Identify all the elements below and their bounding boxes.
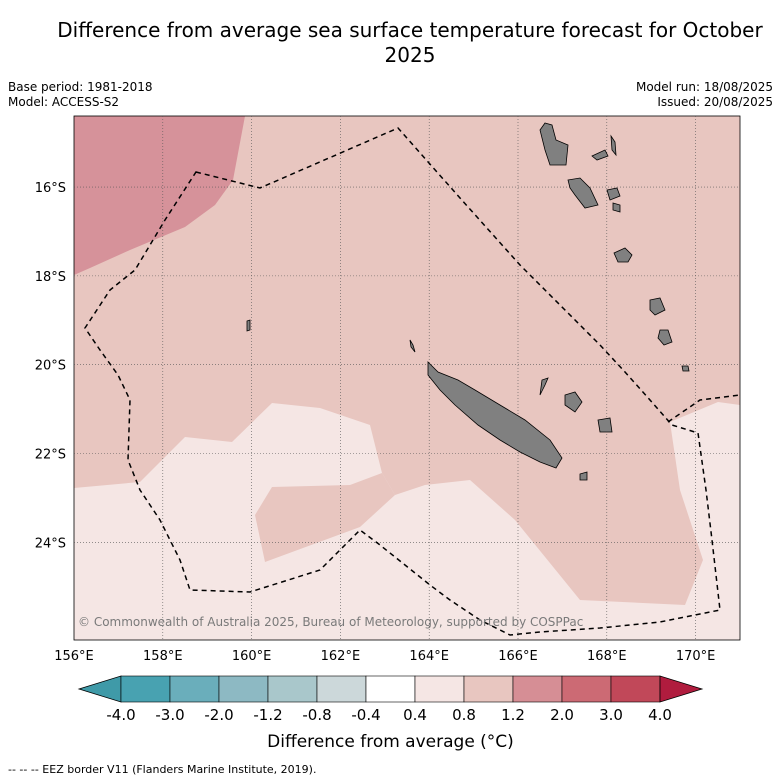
colorbar-tick-label: -0.4	[351, 706, 380, 724]
erromango-island	[649, 297, 666, 316]
colorbar-extend-low	[77, 675, 122, 703]
colorbar-segment	[120, 675, 171, 703]
field-1.2-2.0	[74, 116, 245, 275]
malekula-island	[567, 177, 599, 209]
pentecost-island	[610, 134, 617, 157]
landmasses	[246, 122, 690, 481]
eez-new-caledonia	[84, 127, 721, 636]
colorbar-tick-label: 3.0	[599, 706, 623, 724]
colorbar-tick-label: -0.8	[302, 706, 331, 724]
lifou-island	[564, 391, 583, 413]
colorbar-tick-label: 0.4	[403, 706, 427, 724]
mare-island	[597, 417, 613, 433]
colorbar-segment	[463, 675, 514, 703]
colorbar-tick-label: -3.0	[155, 706, 184, 724]
colorbar: -4.0 -3.0 -2.0 -1.2 -0.8 -0.4 0.4 0.8 1.2 2.0 3.0 4…	[77, 675, 704, 724]
colorbar-tick-label: 4.0	[648, 706, 672, 724]
lat-tick-label: 16°S	[35, 181, 66, 196]
field-0.8-1.2	[74, 116, 740, 605]
field-patch-0.8-1.2	[255, 473, 395, 562]
copyright-notice: © Commonwealth of Australia 2025, Bureau…	[78, 615, 583, 629]
lon-tick-label: 160°E	[232, 649, 272, 664]
colorbar-title: Difference from average (°C)	[267, 732, 514, 752]
map-frame	[73, 115, 741, 641]
belep-island	[409, 339, 416, 353]
epi-island	[606, 187, 621, 201]
tanna-island	[657, 329, 673, 346]
model-run: Model run: 18/08/2025	[635, 80, 773, 94]
meta-right: Model run: 18/08/2025 Issued: 20/08/2025	[636, 80, 773, 110]
colorbar-tick-label: -4.0	[106, 706, 135, 724]
lat-tick-label: 22°S	[35, 447, 66, 462]
eez-borders	[84, 127, 741, 636]
isle-of-pines	[579, 471, 588, 481]
map-title: Difference from average sea surface temp…	[57, 18, 763, 67]
colorbar-segment	[414, 675, 465, 703]
lon-tick-label: 164°E	[409, 649, 449, 664]
efate-island	[613, 247, 633, 263]
colorbar-segment	[365, 675, 416, 703]
colorbar-tick-label: -2.0	[204, 706, 233, 724]
latitude-labels: 16°S 18°S 20°S 22°S 24°S	[35, 181, 66, 551]
colorbar-segment	[610, 675, 661, 703]
colorbar-segment	[316, 675, 367, 703]
eez-vanuatu-border	[667, 394, 741, 423]
meta-left: Base period: 1981-2018 Model: ACCESS-S2	[8, 80, 153, 110]
espiritu-santo-island	[539, 122, 569, 166]
chesterfield-islands	[246, 319, 251, 332]
lon-tick-label: 158°E	[143, 649, 183, 664]
model-name: Model: ACCESS-S2	[8, 95, 120, 109]
lon-tick-label: 170°E	[676, 649, 716, 664]
issued-date: Issued: 20/08/2025	[657, 95, 773, 109]
colorbar-tick-label: 1.2	[501, 706, 525, 724]
lon-tick-label: 156°E	[54, 649, 94, 664]
lon-tick-label: 162°E	[321, 649, 361, 664]
longitude-labels: 156°E 158°E 160°E 162°E 164°E 166°E 168°E 170°E	[54, 649, 715, 664]
colorbar-extend-high	[659, 675, 704, 703]
aneityum-island	[681, 365, 690, 372]
lat-tick-label: 18°S	[35, 270, 66, 285]
lat-tick-label: 24°S	[35, 536, 66, 551]
colorbar-tick-label: 0.8	[452, 706, 476, 724]
colorbar-tick-label: 2.0	[550, 706, 574, 724]
lat-tick-label: 20°S	[35, 359, 66, 374]
lon-tick-label: 168°E	[587, 649, 627, 664]
colorbar-tick-label: -1.2	[253, 706, 282, 724]
anomaly-fields	[74, 116, 740, 640]
shepherd-islands	[612, 202, 621, 213]
base-period: Base period: 1981-2018	[8, 80, 153, 94]
colorbar-segment	[561, 675, 612, 703]
maewo-island	[591, 149, 609, 161]
ouvea-island	[539, 377, 549, 396]
graticule	[74, 116, 740, 640]
colorbar-segment	[512, 675, 563, 703]
colorbar-segment	[267, 675, 318, 703]
colorbar-segment	[169, 675, 220, 703]
colorbar-segment	[218, 675, 269, 703]
new-caledonia-island	[427, 361, 563, 469]
lon-tick-label: 166°E	[498, 649, 538, 664]
eez-legend-note: -- -- -- EEZ border V11 (Flanders Marine…	[8, 763, 317, 776]
